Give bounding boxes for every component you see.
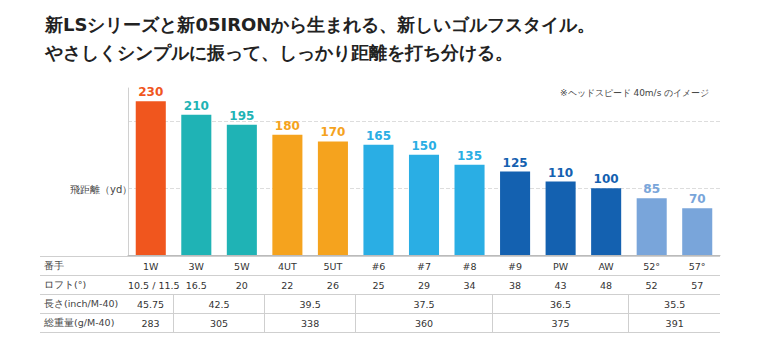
html-text:43: 43: [554, 279, 567, 291]
html-text:番手: 番手: [44, 259, 64, 271]
html-text:22: 22: [281, 279, 294, 291]
html-text:16.5: 16.5: [185, 279, 207, 291]
html-text:338: 338: [301, 317, 320, 329]
html-text:52: 52: [645, 279, 658, 291]
html-text:29: 29: [417, 279, 430, 291]
html-text:4UT: 4UT: [278, 260, 297, 272]
html-text:5W: 5W: [234, 260, 250, 272]
html-text:283: 283: [141, 317, 160, 329]
svg-text:85: 85: [643, 182, 660, 196]
svg-text:70: 70: [689, 192, 706, 206]
svg-text:※ヘッドスピード 40m/s のイメージ: ※ヘッドスピード 40m/s のイメージ: [560, 88, 709, 98]
html-text:48: 48: [600, 279, 613, 291]
html-text:45.75: 45.75: [136, 298, 165, 310]
html-text:長さ(inch/M-40): 長さ(inch/M-40): [44, 297, 119, 309]
html-text:375: 375: [551, 317, 570, 329]
html-text:ロフト(°): ロフト(°): [44, 278, 87, 290]
html-text:10.5 / 11.5: 10.5 / 11.5: [128, 279, 180, 291]
svg-text:210: 210: [184, 99, 209, 113]
html-text:57°: 57°: [688, 260, 706, 272]
html-text:305: 305: [210, 317, 229, 329]
html-text:#7: #7: [416, 260, 431, 272]
svg-text:195: 195: [229, 109, 254, 123]
html-text:57: 57: [691, 279, 704, 291]
html-text:5UT: 5UT: [323, 260, 343, 272]
svg-text:110: 110: [548, 166, 573, 180]
html-text:37.5: 37.5: [413, 298, 435, 310]
html-text:38: 38: [509, 279, 522, 291]
html-text:#8: #8: [462, 260, 477, 272]
html-text:52°: 52°: [643, 260, 660, 272]
html-text:3W: 3W: [188, 260, 204, 272]
svg-text:180: 180: [275, 119, 300, 133]
html-text:1W: 1W: [143, 260, 159, 272]
html-text:#9: #9: [508, 260, 522, 272]
html-text:34: 34: [463, 279, 476, 291]
svg-text:100: 100: [594, 172, 619, 186]
html-text:PW: PW: [553, 260, 569, 272]
svg-text:230: 230: [138, 85, 163, 99]
svg-text:150: 150: [411, 139, 436, 153]
svg-text:やさしくシンプルに振って、しっかり距離を打ち分ける。: やさしくシンプルに振って、しっかり距離を打ち分ける。: [44, 42, 513, 63]
svg-text:飛距離（yd）: 飛距離（yd）: [70, 184, 132, 195]
html-text:36.5: 36.5: [550, 298, 572, 310]
svg-text:135: 135: [457, 149, 482, 163]
html-text:26: 26: [326, 279, 339, 291]
html-text:#6: #6: [371, 260, 386, 272]
html-text:25: 25: [372, 279, 385, 291]
html-text:総重量(g/M-40): 総重量(g/M-40): [44, 316, 115, 328]
svg-text:165: 165: [366, 129, 391, 143]
svg-text:170: 170: [320, 125, 345, 139]
html-text:35.5: 35.5: [664, 298, 686, 310]
html-text:AW: AW: [598, 260, 614, 272]
html-text:391: 391: [665, 317, 684, 329]
html-text:42.5: 42.5: [208, 298, 230, 310]
html-text:20: 20: [235, 279, 248, 291]
svg-text:新LSシリーズと新05IRONから生まれる、新しいゴルフスタ: 新LSシリーズと新05IRONから生まれる、新しいゴルフスタイル。: [44, 14, 595, 35]
html-text:39.5: 39.5: [299, 298, 321, 310]
svg-text:125: 125: [503, 156, 528, 170]
html-text:360: 360: [414, 317, 433, 329]
